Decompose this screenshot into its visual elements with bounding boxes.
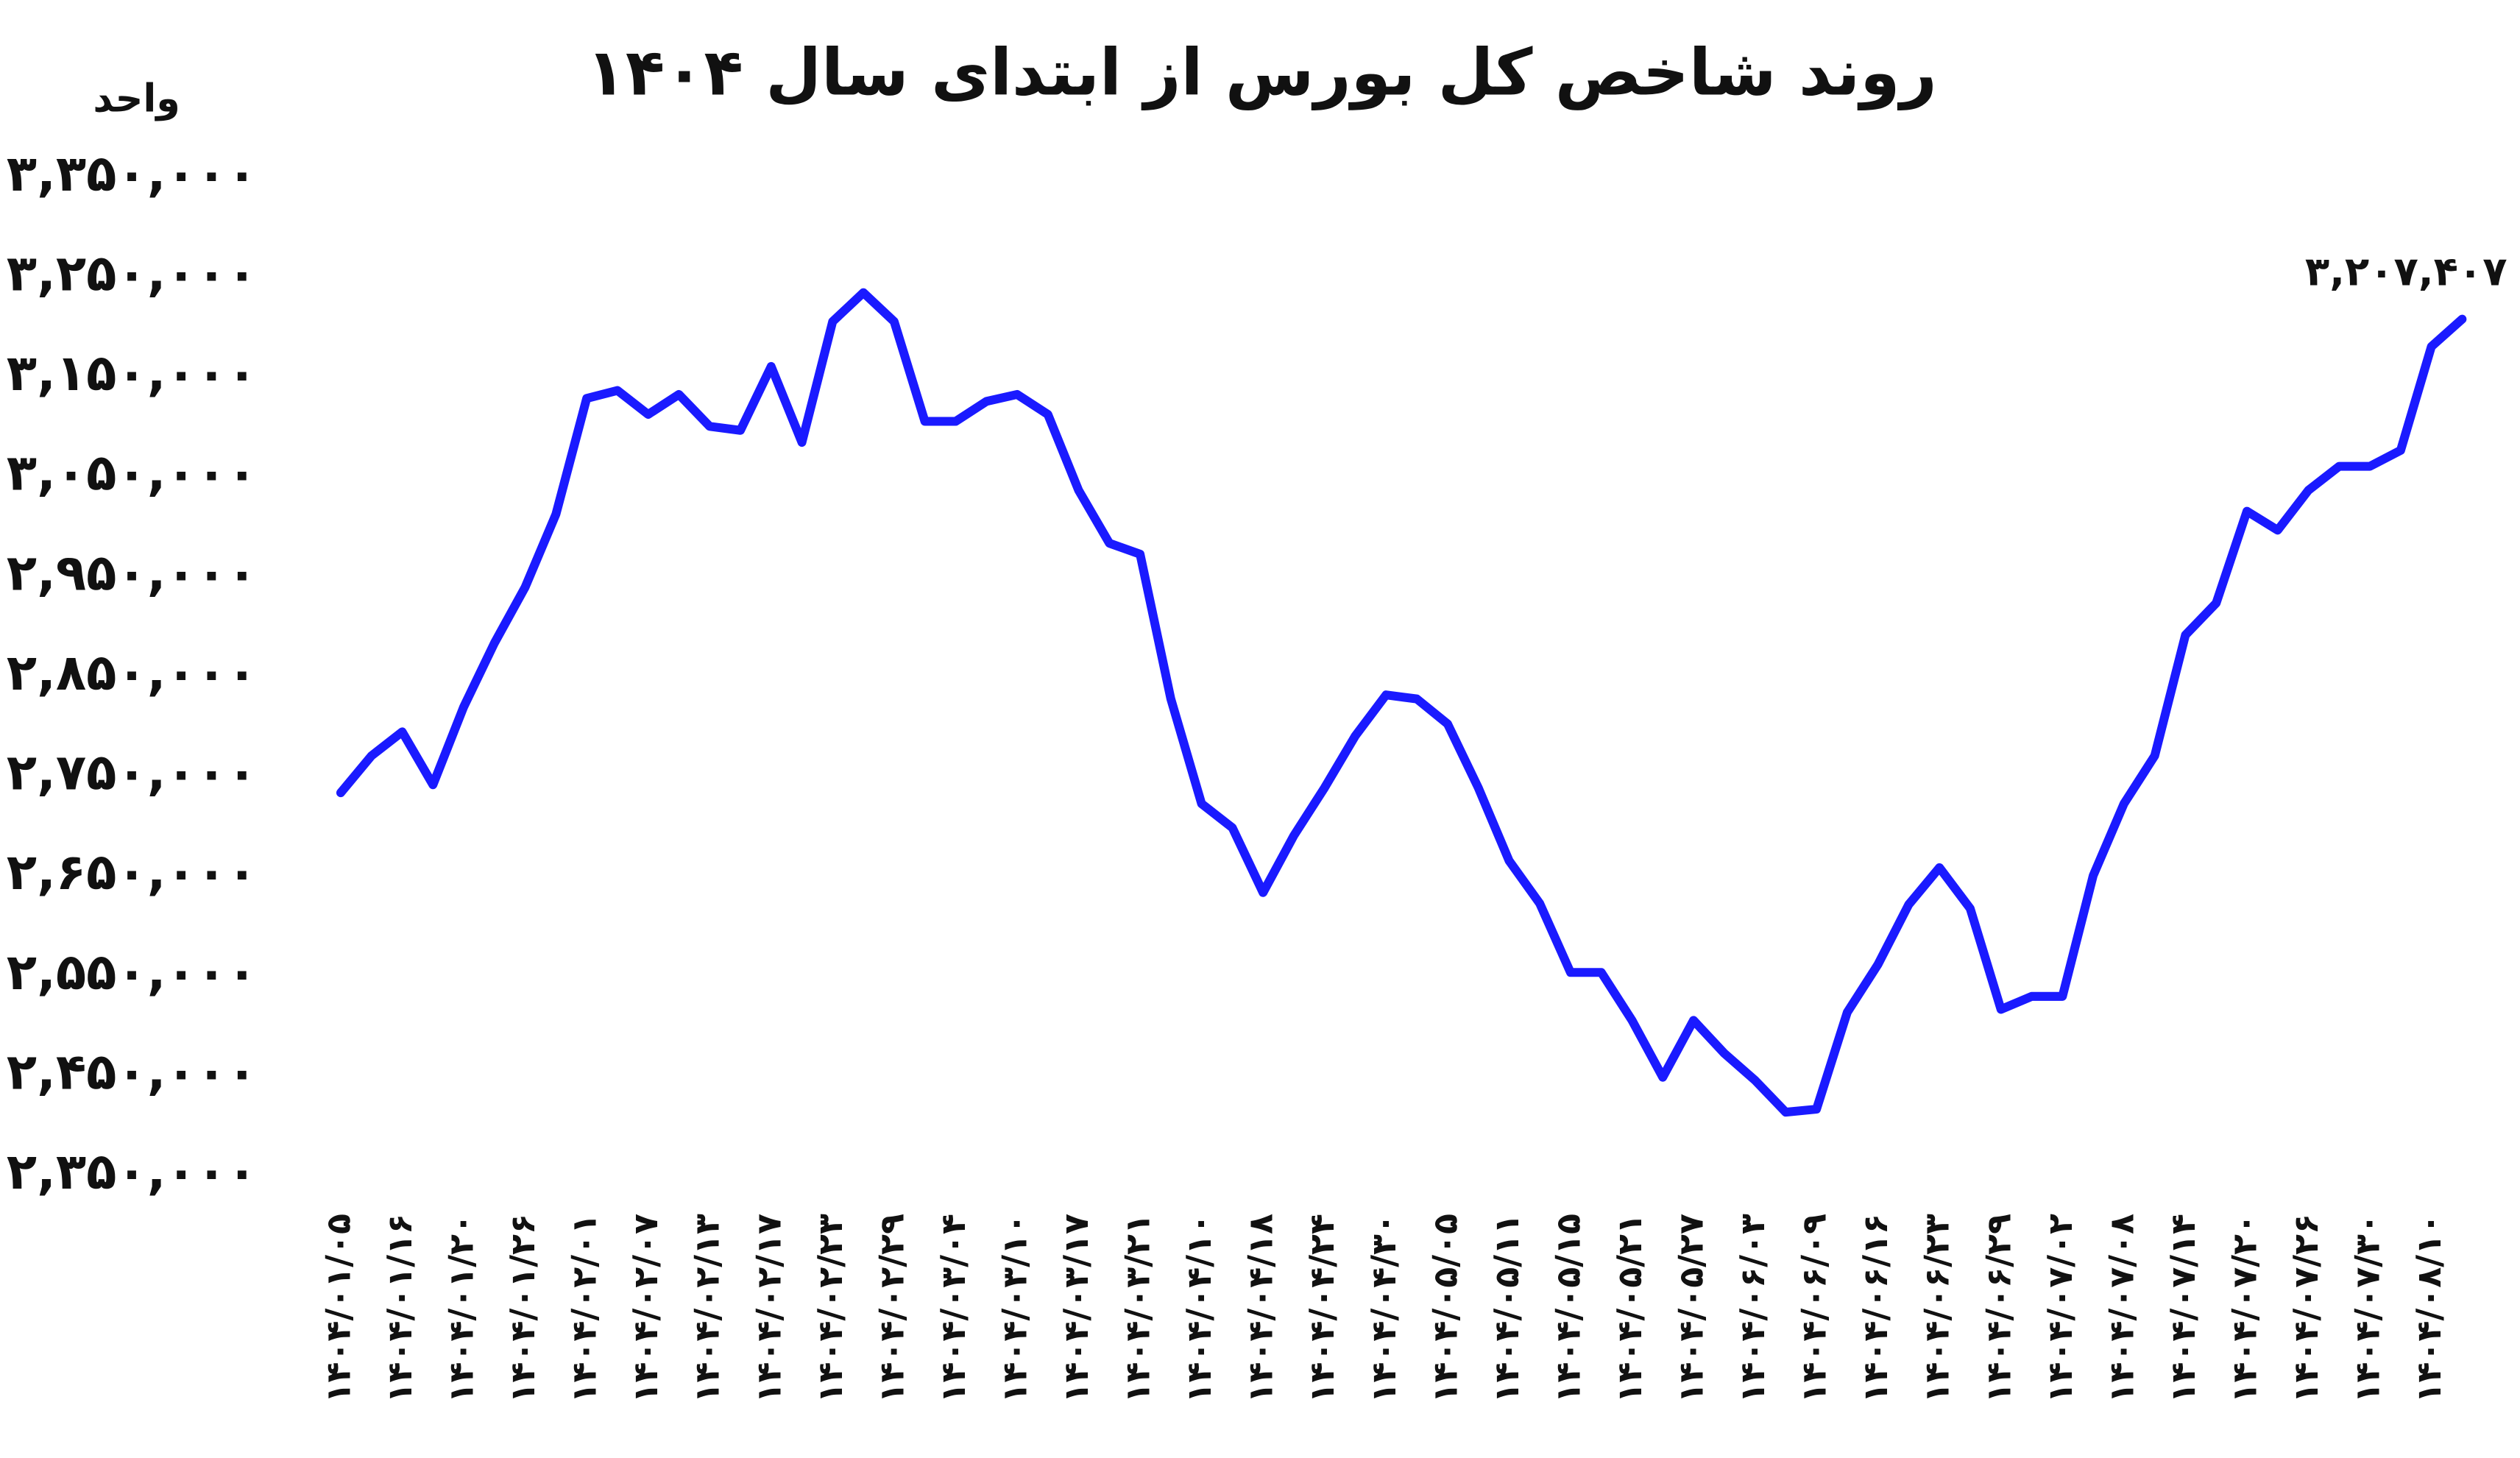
- x-tick-label: ۱۴۰۴/۰۲/۲۹: [871, 1214, 911, 1403]
- x-tick-label: ۱۴۰۴/۰۷/۰۸: [2101, 1214, 2141, 1403]
- x-tick-label: ۱۴۰۴/۰۳/۲۱: [1118, 1214, 1158, 1403]
- y-axis-label: واحد: [93, 77, 180, 121]
- x-tick-label: ۱۴۰۴/۰۱/۰۵: [318, 1214, 358, 1403]
- x-tick-label: ۱۴۰۴/۰۵/۲۷: [1671, 1214, 1711, 1403]
- x-tick-label: ۱۴۰۴/۰۵/۱۱: [1487, 1214, 1526, 1403]
- x-tick-label: ۱۴۰۴/۰۳/۱۰: [994, 1214, 1034, 1403]
- line: [336, 288, 2467, 1117]
- x-tick-label: ۱۴۰۴/۰۸/۱۰: [2409, 1214, 2449, 1403]
- x-tick-label: ۱۴۰۴/۰۱/۲۶: [503, 1214, 542, 1403]
- value-label: ۳,۲۰۷,۴۰۷: [2305, 248, 2507, 295]
- x-tick-label: ۱۴۰۴/۰۳/۱۷: [1056, 1214, 1096, 1403]
- y-tick-label: ۲,۴۵۰,۰۰۰: [7, 1043, 258, 1101]
- x-tick-label: ۱۴۰۴/۰۶/۱۶: [1855, 1214, 1895, 1403]
- x-tick-label: ۱۴۰۴/۰۶/۰۹: [1794, 1214, 1834, 1403]
- x-tick-label: ۱۴۰۴/۰۲/۰۷: [626, 1214, 665, 1403]
- x-tick-label: ۱۴۰۴/۰۲/۱۷: [748, 1214, 788, 1403]
- x-tick-label: ۱۴۰۴/۰۵/۱۵: [1548, 1214, 1588, 1403]
- x-tick-label: ۱۴۰۴/۰۴/۲۴: [1302, 1214, 1342, 1403]
- y-tick-label: ۲,۸۵۰,۰۰۰: [7, 643, 258, 701]
- x-tick-label: ۱۴۰۴/۰۷/۱۴: [2163, 1214, 2203, 1403]
- x-tick-label: ۱۴۰۴/۰۶/۲۳: [1917, 1214, 1957, 1403]
- x-tick-label: ۱۴۰۴/۰۱/۱۶: [380, 1214, 420, 1403]
- chart-title: روند شاخص کل بورس از ابتدای سال ۱۴۰۴: [587, 35, 1937, 111]
- x-tick-label: ۱۴۰۴/۰۴/۳۰: [1364, 1214, 1404, 1403]
- x-tick-label: ۱۴۰۴/۰۷/۲۰: [2224, 1214, 2264, 1403]
- y-tick-label: ۲,۶۵۰,۰۰۰: [7, 843, 258, 901]
- x-tick-label: ۱۴۰۴/۰۶/۰۳: [1733, 1214, 1772, 1403]
- x-tick-label: ۱۴۰۴/۰۶/۲۹: [1978, 1214, 2018, 1403]
- y-tick-label: ۲,۳۵۰,۰۰۰: [7, 1142, 258, 1200]
- x-tick-label: ۱۴۰۴/۰۴/۱۸: [1241, 1214, 1281, 1403]
- x-tick-label: ۱۴۰۴/۰۲/۱۳: [687, 1214, 727, 1403]
- y-tick-label: ۲,۷۵۰,۰۰۰: [7, 743, 258, 801]
- x-tick-label: ۱۴۰۴/۰۵/۰۵: [1425, 1214, 1465, 1403]
- x-tick-label: ۱۴۰۴/۰۴/۱۰: [1179, 1214, 1219, 1403]
- y-tick-label: ۳,۲۵۰,۰۰۰: [7, 244, 258, 302]
- y-tick-label: ۳,۱۵۰,۰۰۰: [7, 344, 258, 402]
- y-tick-label: ۲,۹۵۰,۰۰۰: [7, 543, 258, 601]
- x-tick-label: ۱۴۰۴/۰۷/۲۶: [2286, 1214, 2326, 1403]
- y-tick-label: ۳,۳۵۰,۰۰۰: [7, 144, 258, 202]
- y-tick-label: ۳,۰۵۰,۰۰۰: [7, 444, 258, 502]
- y-tick-label: ۲,۵۵۰,۰۰۰: [7, 943, 258, 1001]
- x-tick-label: ۱۴۰۴/۰۲/۲۳: [810, 1214, 850, 1403]
- x-tick-label: ۱۴۰۴/۰۲/۰۱: [564, 1214, 604, 1403]
- x-tick-label: ۱۴۰۴/۰۵/۲۱: [1610, 1214, 1649, 1403]
- x-tick-label: ۱۴۰۴/۰۷/۰۲: [2040, 1214, 2080, 1403]
- x-tick-label: ۱۴۰۴/۰۳/۰۴: [933, 1214, 973, 1403]
- x-tick-label: ۱۴۰۴/۰۱/۲۰: [442, 1214, 481, 1403]
- x-tick-label: ۱۴۰۴/۰۷/۳۰: [2348, 1214, 2388, 1403]
